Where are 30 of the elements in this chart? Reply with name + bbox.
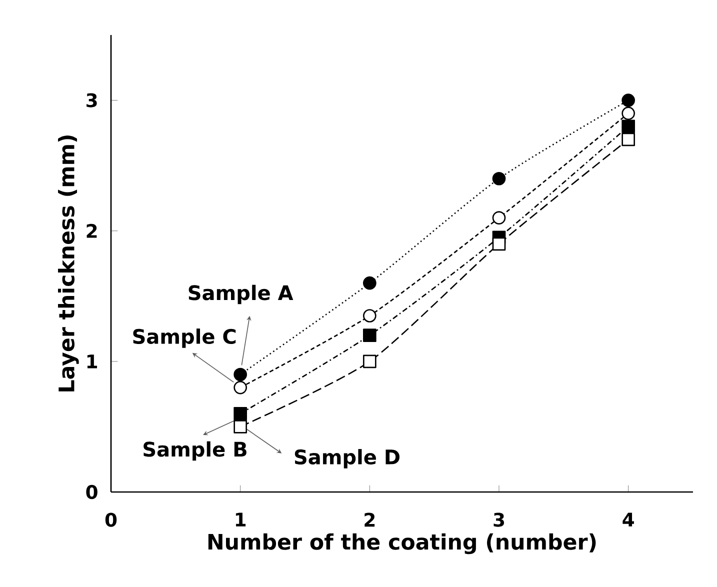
y-tick-label: 2	[86, 224, 97, 238]
point	[492, 211, 506, 224]
x-tick-label: 1	[236, 512, 246, 526]
point	[234, 406, 248, 420]
point	[362, 276, 376, 290]
x-tick-label: 4	[622, 512, 634, 526]
y-axis-title: Layer thickness (mm)	[58, 136, 79, 392]
series-label: Sample B	[144, 441, 246, 461]
point	[234, 380, 248, 394]
point	[492, 172, 506, 186]
y-tick-label: 3	[86, 93, 97, 108]
point	[362, 309, 376, 322]
y-tick-label: 1	[87, 354, 98, 368]
point	[622, 120, 635, 134]
point	[234, 368, 248, 382]
x-axis-title: Number of the coating (number)	[208, 533, 596, 554]
point	[362, 354, 376, 368]
x-tick-label: 2	[364, 512, 375, 527]
y-tick-label: 0	[86, 484, 98, 500]
point	[362, 328, 376, 342]
point	[622, 106, 635, 120]
series-label: Sample A	[188, 284, 294, 304]
x-tick-label: 3	[494, 512, 504, 527]
point	[234, 420, 248, 434]
point	[622, 94, 635, 107]
point	[492, 237, 506, 251]
point	[622, 132, 635, 146]
text: Sample D	[294, 449, 400, 468]
series-label: Sample C	[133, 328, 236, 348]
x-tick-label: 0	[105, 512, 117, 527]
